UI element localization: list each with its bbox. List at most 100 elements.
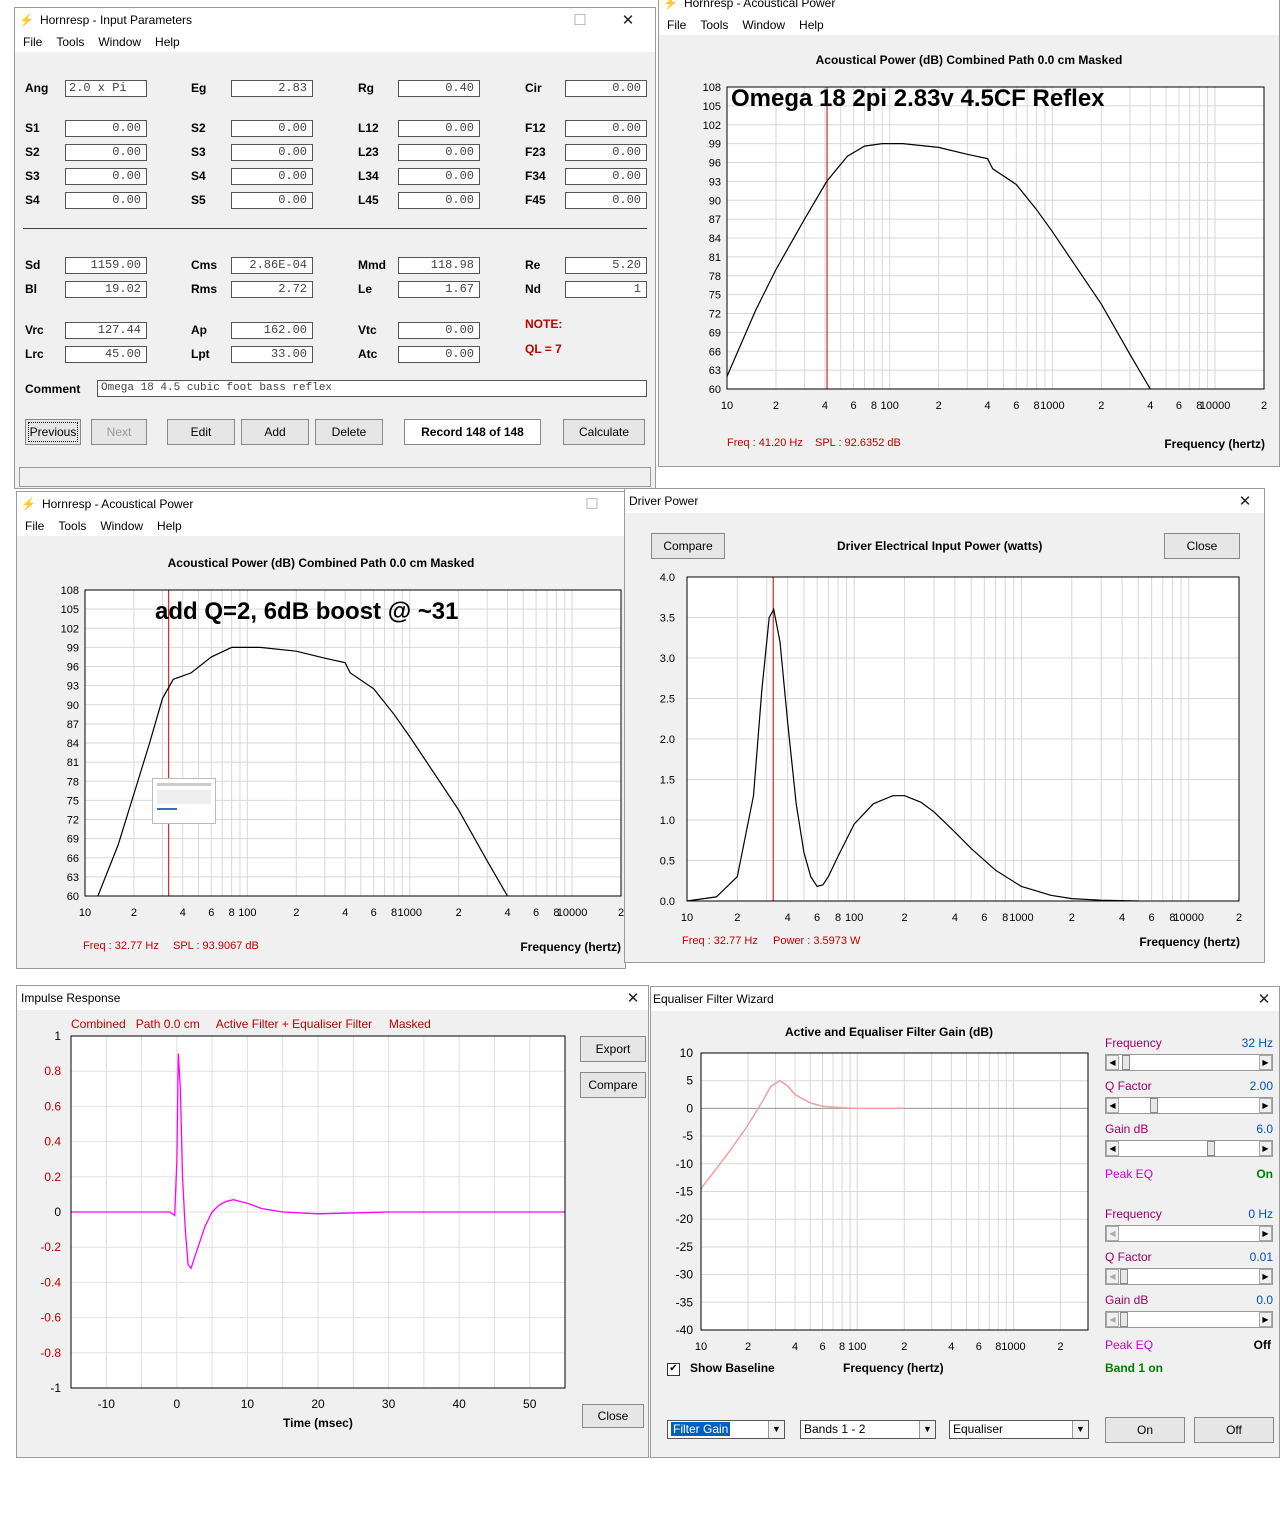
off-button[interactable]: Off [1194, 1417, 1274, 1443]
menu-file[interactable]: File [667, 18, 687, 32]
menu-tools[interactable]: Tools [58, 519, 87, 533]
param-field-sd[interactable]: 1159.00 [65, 257, 147, 274]
maximize-icon[interactable]: ☐ [573, 12, 587, 29]
x-tick-label: 4 [1147, 400, 1153, 412]
param-field-cms[interactable]: 2.86E-04 [231, 257, 313, 274]
band2-frequency-slider[interactable]: ◀ ▶ [1105, 1225, 1273, 1242]
param-field-f12[interactable]: 0.00 [565, 120, 647, 137]
x-tick-label: 6 [1013, 400, 1019, 412]
next-button[interactable]: Next [91, 419, 147, 445]
band2-q-slider[interactable]: ◀ ▶ [1105, 1268, 1273, 1285]
menu-window[interactable]: Window [100, 519, 144, 533]
y-tick-label: 81 [67, 757, 79, 769]
input-parameters-window: ⚡ Hornresp - Input Parameters ☐ ✕ File T… [14, 7, 656, 489]
on-button[interactable]: On [1105, 1417, 1185, 1443]
maximize-icon[interactable]: ☐ [585, 496, 599, 513]
menu-help[interactable]: Help [799, 18, 824, 32]
x-tick-label: 6 [851, 400, 857, 412]
param-field-atc[interactable]: 0.00 [398, 346, 480, 363]
param-field-f23[interactable]: 0.00 [565, 144, 647, 161]
compare-button[interactable]: Compare [651, 533, 725, 559]
param-field-f45[interactable]: 0.00 [565, 192, 647, 209]
param-field-rms[interactable]: 2.72 [231, 281, 313, 298]
param-label-s4: S4 [191, 169, 206, 183]
compare-button[interactable]: Compare [580, 1072, 646, 1098]
add-button[interactable]: Add [241, 419, 309, 445]
param-field-lrc[interactable]: 45.00 [65, 346, 147, 363]
comment-field[interactable]: Omega 18 4.5 cubic foot bass reflex [97, 380, 647, 397]
param-field-cir[interactable]: 0.00 [565, 80, 647, 97]
menu-window[interactable]: Window [742, 18, 786, 32]
header-combined: Combined [71, 1017, 126, 1031]
param-field-bl[interactable]: 19.02 [65, 281, 147, 298]
calculate-button[interactable]: Calculate [563, 419, 645, 445]
show-baseline-checkbox[interactable]: ✔ [667, 1363, 680, 1376]
close-button[interactable]: Close [582, 1404, 644, 1428]
band1-q-slider[interactable]: ◀ ▶ [1105, 1097, 1273, 1114]
menu-help[interactable]: Help [155, 35, 180, 49]
menu-tools[interactable]: Tools [56, 35, 85, 49]
band1-frequency-slider[interactable]: ◀ ▶ [1105, 1054, 1273, 1071]
x-tick-label: 40 [452, 1397, 466, 1411]
menu-window[interactable]: Window [98, 35, 142, 49]
param-field-vtc[interactable]: 0.00 [398, 322, 480, 339]
param-field-s3[interactable]: 0.00 [65, 168, 147, 185]
band1-gain-slider[interactable]: ◀ ▶ [1105, 1140, 1273, 1157]
param-field-lpt[interactable]: 33.00 [231, 346, 313, 363]
param-field-l34[interactable]: 0.00 [398, 168, 480, 185]
note-label: NOTE: [525, 317, 563, 331]
x-tick-label: 2 [1069, 912, 1075, 924]
menu-file[interactable]: File [25, 519, 45, 533]
x-tick-label: 100 [848, 1341, 866, 1353]
previous-button[interactable]: Previous [25, 419, 81, 445]
param-field-le[interactable]: 1.67 [398, 281, 480, 298]
edit-button[interactable]: Edit [167, 419, 235, 445]
param-field-s4[interactable]: 0.00 [65, 192, 147, 209]
bands-select[interactable]: Bands 1 - 2 ▼ [800, 1420, 936, 1439]
param-field-nd[interactable]: 1 [565, 281, 647, 298]
close-icon[interactable]: ✕ [1257, 991, 1271, 1008]
param-field-s2[interactable]: 0.00 [231, 120, 313, 137]
param-field-l23[interactable]: 0.00 [398, 144, 480, 161]
band2-gain-slider[interactable]: ◀ ▶ [1105, 1311, 1273, 1328]
param-field-s4[interactable]: 0.00 [231, 168, 313, 185]
param-field-eg[interactable]: 2.83 [231, 80, 313, 97]
param-field-s5[interactable]: 0.00 [231, 192, 313, 209]
param-field-s3[interactable]: 0.00 [231, 144, 313, 161]
close-icon[interactable]: ✕ [1238, 493, 1252, 510]
impulse-response-chart[interactable]: -1 -0.8 -0.6 -0.4 -0.2 0 0.2 0.4 0.6 0.8 1 -10 0 10 20… [17, 1030, 577, 1430]
param-field-ang[interactable]: 2.0 x Pi [65, 80, 147, 97]
export-button[interactable]: Export [580, 1036, 646, 1062]
menu-file[interactable]: File [23, 35, 43, 49]
close-icon[interactable]: ✕ [621, 12, 635, 29]
param-field-mmd[interactable]: 118.98 [398, 257, 480, 274]
param-field-ap[interactable]: 162.00 [231, 322, 313, 339]
close-button[interactable]: Close [1164, 533, 1240, 559]
menu-bar: File Tools Window Help [659, 15, 1279, 35]
x-tick-label: 4 [952, 912, 958, 924]
filter-gain-select[interactable]: Filter Gain ▼ [667, 1420, 785, 1439]
record-indicator: Record 148 of 148 [404, 419, 541, 445]
param-field-l45[interactable]: 0.00 [398, 192, 480, 209]
param-field-s2[interactable]: 0.00 [65, 144, 147, 161]
driver-power-chart[interactable]: 0.0 0.5 1.0 1.5 2.0 2.5 3.0 3.5 4.0 10 2 4 6 8 100 2 4 6 8… [625, 567, 1265, 925]
x-axis-title: Time (msec) [283, 1416, 353, 1430]
y-tick-label: 72 [67, 815, 79, 827]
param-field-re[interactable]: 5.20 [565, 257, 647, 274]
param-label-lrc: Lrc [25, 347, 44, 361]
close-icon[interactable]: ✕ [626, 990, 640, 1007]
menu-tools[interactable]: Tools [700, 18, 729, 32]
param-field-rg[interactable]: 0.40 [398, 80, 480, 97]
param-field-s1[interactable]: 0.00 [65, 120, 147, 137]
param-field-f34[interactable]: 0.00 [565, 168, 647, 185]
equaliser-select[interactable]: Equaliser ▼ [949, 1420, 1089, 1439]
delete-button[interactable]: Delete [315, 419, 383, 445]
param-field-vrc[interactable]: 127.44 [65, 322, 147, 339]
param-label-eg: Eg [191, 81, 207, 95]
param-field-l12[interactable]: 0.00 [398, 120, 480, 137]
menu-help[interactable]: Help [157, 519, 182, 533]
param-label-bl: Bl [25, 282, 37, 296]
